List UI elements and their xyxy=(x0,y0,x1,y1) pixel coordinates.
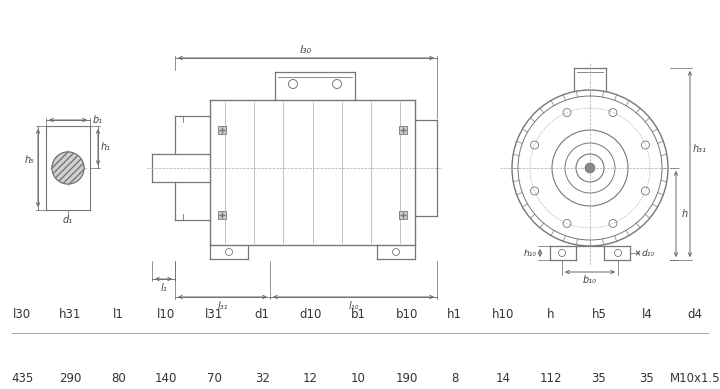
Text: 8: 8 xyxy=(451,371,459,384)
Text: h1: h1 xyxy=(447,307,462,321)
Text: 290: 290 xyxy=(59,371,81,384)
Text: 112: 112 xyxy=(539,371,562,384)
Text: l₁₀: l₁₀ xyxy=(348,301,359,311)
Text: 70: 70 xyxy=(207,371,222,384)
Bar xyxy=(218,126,226,134)
Text: l4: l4 xyxy=(642,307,652,321)
Bar xyxy=(218,211,226,219)
Text: l31: l31 xyxy=(205,307,223,321)
Text: b1: b1 xyxy=(351,307,366,321)
Bar xyxy=(399,126,407,134)
Text: d₁: d₁ xyxy=(63,215,73,225)
Text: h: h xyxy=(547,307,554,321)
Text: h₁: h₁ xyxy=(101,142,111,152)
Text: d₁₀: d₁₀ xyxy=(642,249,654,258)
Text: d4: d4 xyxy=(688,307,703,321)
Text: 140: 140 xyxy=(155,371,177,384)
Text: b₁: b₁ xyxy=(93,115,103,125)
Text: 32: 32 xyxy=(255,371,270,384)
Text: h5: h5 xyxy=(591,307,606,321)
Text: M10x1.5: M10x1.5 xyxy=(670,371,720,384)
Circle shape xyxy=(52,152,84,184)
Text: b10: b10 xyxy=(395,307,418,321)
Text: h10: h10 xyxy=(492,307,514,321)
Text: l₁: l₁ xyxy=(160,283,167,293)
Text: 12: 12 xyxy=(303,371,318,384)
Text: h₃₁: h₃₁ xyxy=(693,144,707,154)
Text: d1: d1 xyxy=(255,307,270,321)
Text: h₅: h₅ xyxy=(25,155,35,165)
Text: 435: 435 xyxy=(11,371,33,384)
Bar xyxy=(399,211,407,219)
Text: l30: l30 xyxy=(13,307,31,321)
Text: l10: l10 xyxy=(157,307,176,321)
Text: b₁₀: b₁₀ xyxy=(583,275,597,285)
Text: 190: 190 xyxy=(395,371,418,384)
Text: 35: 35 xyxy=(592,371,606,384)
Text: h: h xyxy=(682,209,688,219)
Text: 14: 14 xyxy=(495,371,510,384)
Text: l₃₁: l₃₁ xyxy=(217,301,228,311)
Text: d10: d10 xyxy=(300,307,322,321)
Text: h31: h31 xyxy=(59,307,81,321)
Text: l₃₀: l₃₀ xyxy=(300,45,312,55)
Circle shape xyxy=(585,163,595,173)
Text: 80: 80 xyxy=(111,371,125,384)
Text: 10: 10 xyxy=(351,371,366,384)
Text: h₁₀: h₁₀ xyxy=(523,249,536,258)
Circle shape xyxy=(52,152,84,184)
Text: 35: 35 xyxy=(639,371,654,384)
Text: l1: l1 xyxy=(113,307,124,321)
